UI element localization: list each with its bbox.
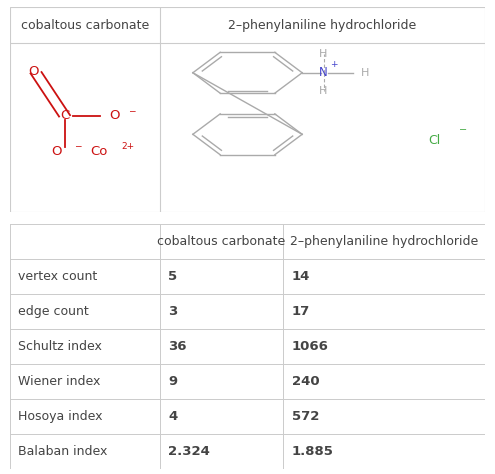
Text: O: O [109, 109, 120, 122]
Text: 4: 4 [168, 410, 177, 423]
Text: 3: 3 [168, 305, 177, 318]
Text: Wiener index: Wiener index [18, 375, 101, 388]
Text: H: H [319, 49, 328, 59]
Text: N: N [319, 66, 328, 79]
Text: cobaltous carbonate: cobaltous carbonate [157, 235, 286, 247]
Text: +: + [330, 60, 338, 69]
Text: vertex count: vertex count [18, 270, 98, 283]
Text: 2–phenylaniline hydrochloride: 2–phenylaniline hydrochloride [290, 235, 478, 247]
Text: 9: 9 [168, 375, 177, 388]
Text: 2.324: 2.324 [168, 445, 210, 458]
Text: 14: 14 [292, 270, 310, 283]
Text: Cl: Cl [428, 134, 441, 147]
Text: Hosoya index: Hosoya index [18, 410, 103, 423]
Text: –: – [346, 68, 352, 78]
Text: 2–phenylaniline hydrochloride: 2–phenylaniline hydrochloride [228, 18, 416, 32]
Text: 36: 36 [168, 340, 187, 353]
Text: 572: 572 [292, 410, 319, 423]
Text: edge count: edge count [18, 305, 89, 318]
Text: Co: Co [91, 145, 108, 158]
Text: −: − [459, 125, 467, 135]
Text: H: H [319, 86, 328, 96]
Text: Balaban index: Balaban index [18, 445, 108, 458]
Text: 17: 17 [292, 305, 310, 318]
Text: C: C [60, 109, 69, 122]
Text: Schultz index: Schultz index [18, 340, 102, 353]
Text: 1.885: 1.885 [292, 445, 334, 458]
Text: −: − [74, 142, 82, 151]
Text: cobaltous carbonate: cobaltous carbonate [21, 18, 149, 32]
Text: 240: 240 [292, 375, 319, 388]
Text: O: O [28, 65, 39, 78]
Text: 1066: 1066 [292, 340, 329, 353]
Text: O: O [51, 145, 62, 158]
Text: −: − [128, 106, 136, 115]
Text: H: H [361, 68, 369, 78]
Text: 2+: 2+ [122, 142, 135, 151]
Text: 5: 5 [168, 270, 177, 283]
